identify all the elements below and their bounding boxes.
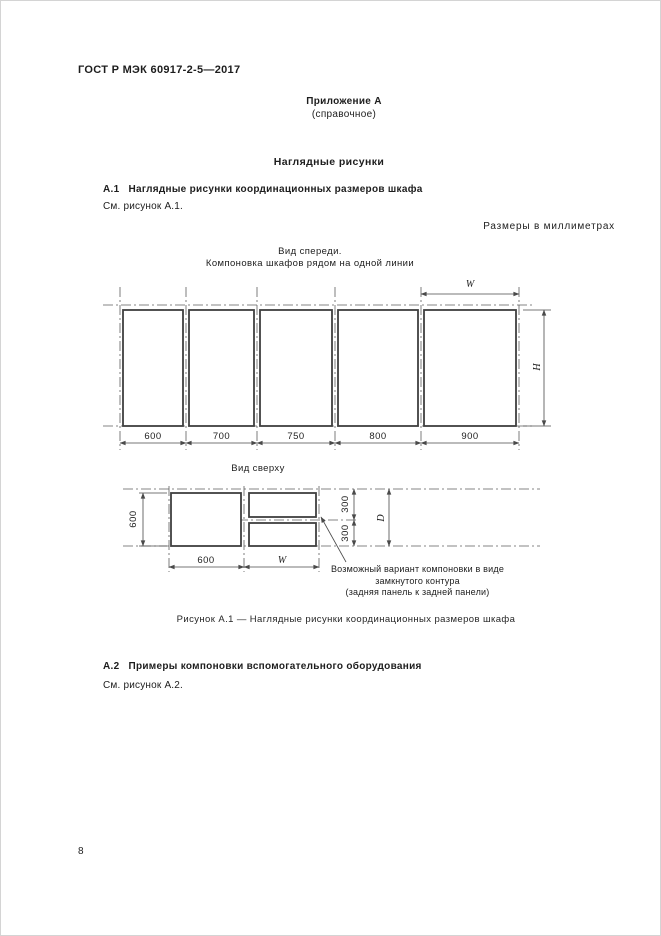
top-view-diagram: 600 300 300 D 600 W xyxy=(123,486,540,572)
dim-label-900: 900 xyxy=(461,431,478,442)
dim-label-600: 600 xyxy=(144,431,161,442)
section-a2-number: А.2 xyxy=(103,661,120,672)
appendix-title: Приложение А xyxy=(306,96,382,107)
section-a1-number: А.1 xyxy=(103,184,120,195)
note-line3: (задняя панель к задней панели) xyxy=(345,587,490,597)
dim-label-width-600: 600 xyxy=(197,555,214,566)
section-a1-heading: А.1 Наглядные рисунки координационных раз… xyxy=(103,184,423,195)
dim-label-300-bottom: 300 xyxy=(340,524,351,541)
dim-label-800: 800 xyxy=(369,431,386,442)
note-line2: замкнутого контура xyxy=(375,575,460,586)
cabinet-600 xyxy=(122,309,184,427)
dim-label-300-top: 300 xyxy=(340,495,351,512)
appendix-subtitle: (справочное) xyxy=(311,109,377,120)
top-view-dimensions xyxy=(139,488,392,570)
running-header: ГОСТ Р МЭК 60917-2-5—2017 xyxy=(78,64,241,76)
dim-label-w-top: W xyxy=(278,555,288,566)
front-view-dimensions xyxy=(119,291,551,446)
cabinet-900 xyxy=(423,309,517,427)
cabinet-top-right-lower xyxy=(248,522,317,547)
units-note: Размеры в миллиметрах xyxy=(483,221,615,232)
front-view-centerlines xyxy=(103,287,533,450)
top-view-centerlines xyxy=(123,486,540,572)
note-line1: Возможный вариант компоновки в виде xyxy=(330,564,505,574)
front-view-title-line1: Вид спереди. xyxy=(278,246,342,257)
appendix-heading-block: Приложение А (справочное) xyxy=(78,95,610,121)
top-view-title: Вид сверху xyxy=(231,463,285,474)
section-a2-heading: А.2 Примеры компоновки вспомогательного о… xyxy=(103,661,422,672)
front-view-title-line2: Компоновка шкафов рядом на одной линии xyxy=(205,258,415,269)
cabinet-top-left xyxy=(170,492,242,547)
dim-label-d: D xyxy=(376,514,387,523)
cabinet-outlines-top xyxy=(170,492,317,547)
cabinet-top-right-upper xyxy=(248,492,317,518)
appendix-main-heading: Наглядные рисунки xyxy=(273,156,385,168)
cabinet-750 xyxy=(259,309,333,427)
dim-label-depth-600: 600 xyxy=(128,510,139,527)
figure-a1-caption: Рисунок А.1 — Наглядные рисунки координа… xyxy=(176,614,516,625)
section-a1-text: См. рисунок А.1. xyxy=(103,201,184,212)
dim-label-h-front: H xyxy=(532,363,543,372)
dim-label-750: 750 xyxy=(287,431,304,442)
dim-label-w-front: W xyxy=(466,279,476,290)
cabinet-800 xyxy=(337,309,419,427)
section-a2-text: См. рисунок А.2. xyxy=(103,680,184,691)
note-leader-line xyxy=(320,516,347,563)
cabinet-700 xyxy=(188,309,255,427)
page-number: 8 xyxy=(78,846,84,857)
section-a1-title: Наглядные рисунки координационных размер… xyxy=(128,184,423,195)
dim-label-700: 700 xyxy=(213,431,230,442)
section-a2-title: Примеры компоновки вспомогательного обор… xyxy=(128,661,422,672)
front-view-diagram: W H 600 700 750 800 900 xyxy=(103,279,551,450)
layout-variant-note: Возможный вариант компоновки в виде замк… xyxy=(317,564,518,599)
front-view-title: Вид спереди. Компоновка шкафов рядом на … xyxy=(80,246,540,270)
cabinet-outlines-front xyxy=(122,309,517,427)
